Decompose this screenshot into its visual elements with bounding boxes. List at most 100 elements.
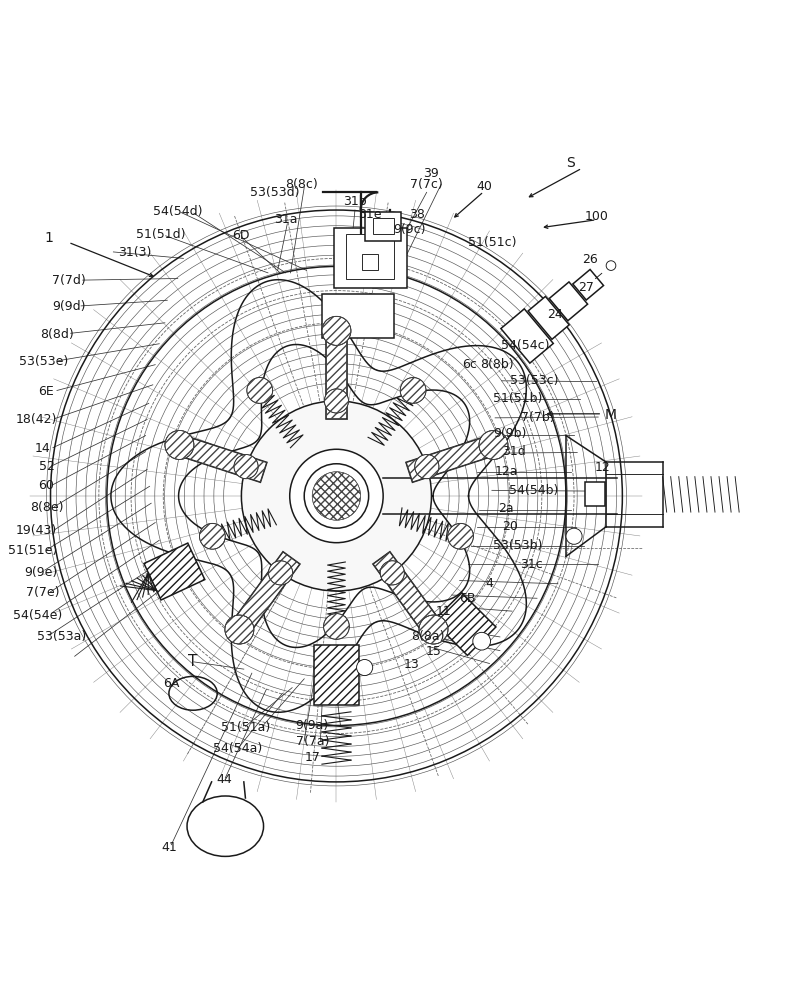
Polygon shape	[573, 269, 604, 300]
Text: 9(9b): 9(9b)	[493, 427, 527, 440]
Circle shape	[566, 528, 582, 544]
Text: 8(8e): 8(8e)	[30, 501, 63, 514]
Text: 54(54c): 54(54c)	[502, 339, 550, 352]
Text: 51(51c): 51(51c)	[468, 236, 516, 249]
Circle shape	[324, 389, 349, 413]
Text: 12a: 12a	[494, 465, 518, 478]
Circle shape	[247, 378, 273, 403]
Circle shape	[447, 523, 473, 549]
Circle shape	[269, 561, 293, 585]
Polygon shape	[434, 593, 496, 655]
Polygon shape	[528, 296, 570, 339]
Text: 4: 4	[485, 577, 493, 590]
Text: 41: 41	[161, 841, 177, 854]
Polygon shape	[501, 309, 553, 363]
Circle shape	[419, 615, 448, 644]
Text: 9(9e): 9(9e)	[24, 566, 57, 579]
Circle shape	[200, 523, 225, 549]
Circle shape	[312, 472, 361, 520]
Polygon shape	[366, 212, 401, 241]
Text: 51(51d): 51(51d)	[136, 228, 185, 241]
Text: 44: 44	[217, 773, 232, 786]
Circle shape	[415, 455, 439, 479]
Polygon shape	[373, 218, 394, 234]
Text: 31a: 31a	[274, 213, 298, 226]
Text: 8(8b): 8(8b)	[480, 358, 514, 371]
Polygon shape	[334, 228, 406, 288]
Text: 9(9a): 9(9a)	[295, 719, 329, 732]
Text: 53(53b): 53(53b)	[493, 539, 542, 552]
Text: 6E: 6E	[39, 385, 54, 398]
Text: 18(42): 18(42)	[15, 413, 57, 426]
Text: 9(9c): 9(9c)	[393, 223, 426, 236]
Polygon shape	[176, 435, 267, 482]
Text: 53(53c): 53(53c)	[510, 374, 558, 387]
Text: 26: 26	[582, 253, 598, 266]
Text: 31b: 31b	[343, 195, 366, 208]
Text: 6A: 6A	[163, 677, 180, 690]
Text: 51(51a): 51(51a)	[221, 721, 270, 734]
Text: 15: 15	[426, 645, 442, 658]
Circle shape	[165, 430, 194, 459]
Text: 38: 38	[409, 208, 425, 221]
Polygon shape	[231, 552, 300, 636]
Text: 9(9d): 9(9d)	[53, 300, 86, 313]
Text: 54(54b): 54(54b)	[509, 484, 558, 497]
Circle shape	[290, 449, 383, 543]
Text: M: M	[604, 408, 616, 422]
Text: 31c: 31c	[520, 558, 543, 571]
Text: 7(7a): 7(7a)	[295, 735, 329, 748]
Text: 20: 20	[502, 520, 518, 533]
Text: 8(8a): 8(8a)	[411, 630, 444, 643]
Text: 17: 17	[304, 751, 320, 764]
Text: 11: 11	[436, 605, 451, 618]
Text: 7(7b): 7(7b)	[521, 411, 555, 424]
Circle shape	[380, 561, 404, 585]
Text: 54(54d): 54(54d)	[153, 205, 202, 218]
Circle shape	[357, 659, 373, 676]
Text: 60: 60	[39, 479, 54, 492]
Polygon shape	[362, 254, 379, 270]
Text: 6c: 6c	[462, 358, 477, 371]
Circle shape	[234, 455, 258, 479]
Text: 6D: 6D	[232, 229, 249, 242]
Polygon shape	[314, 645, 358, 705]
Text: 51(51e): 51(51e)	[8, 544, 57, 557]
Text: 53(53a): 53(53a)	[37, 630, 87, 643]
Text: 51(51b): 51(51b)	[493, 392, 542, 405]
Polygon shape	[585, 482, 604, 506]
Circle shape	[472, 632, 490, 650]
Text: 19(43): 19(43)	[15, 524, 57, 537]
Text: 1: 1	[44, 231, 53, 245]
Text: 14: 14	[35, 442, 50, 455]
Polygon shape	[549, 282, 587, 321]
Text: 31(3): 31(3)	[118, 246, 152, 259]
Polygon shape	[322, 294, 395, 338]
Text: 7(7e): 7(7e)	[26, 586, 59, 599]
Text: 53(53d): 53(53d)	[250, 186, 299, 199]
Text: 53(53e): 53(53e)	[19, 355, 69, 368]
Polygon shape	[373, 552, 442, 636]
Text: 8(8c): 8(8c)	[286, 178, 318, 191]
Text: 100: 100	[585, 210, 608, 223]
Polygon shape	[406, 435, 497, 482]
Circle shape	[479, 430, 508, 459]
Text: 7(7c): 7(7c)	[410, 178, 443, 191]
Text: 24: 24	[547, 308, 562, 321]
Text: 52: 52	[39, 460, 54, 473]
Text: 54(54a): 54(54a)	[213, 742, 262, 755]
Text: 27: 27	[578, 281, 594, 294]
Polygon shape	[144, 543, 205, 600]
Text: 54(54e): 54(54e)	[13, 609, 62, 622]
Text: 40: 40	[476, 180, 492, 193]
Text: 6B: 6B	[460, 592, 476, 605]
Circle shape	[225, 615, 254, 644]
Circle shape	[312, 472, 361, 520]
Circle shape	[400, 378, 426, 403]
Text: S: S	[566, 156, 575, 170]
Text: 8(8d): 8(8d)	[40, 328, 74, 341]
Circle shape	[322, 316, 351, 345]
Polygon shape	[346, 234, 395, 279]
Text: 7(7d): 7(7d)	[52, 274, 86, 287]
Text: 31d: 31d	[502, 445, 526, 458]
